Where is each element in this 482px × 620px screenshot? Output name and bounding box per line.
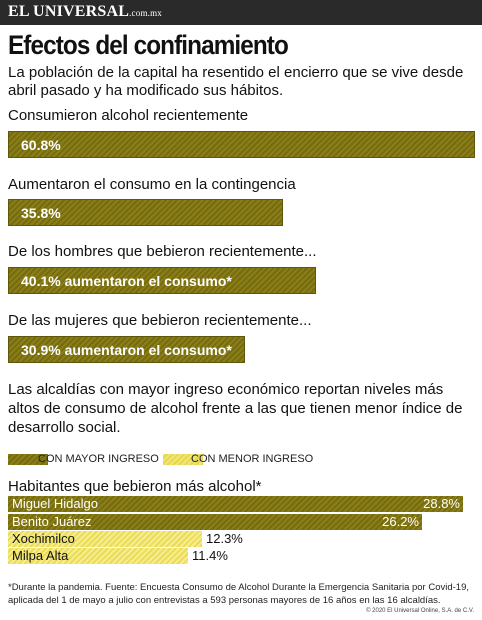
question-bar-2: 35.8%	[8, 199, 283, 226]
alcaldia-bar-xochimilco: Xochimilco 12.3%	[8, 531, 243, 547]
alcaldia-name: Benito Juárez	[12, 514, 92, 529]
alcaldia-value: 12.3%	[206, 531, 243, 546]
legend-label-high: CON MAYOR INGRESO	[38, 453, 159, 465]
page-subtitle: La población de la capital ha resentido …	[8, 64, 464, 99]
header-bar: EL UNIVERSAL.com.mx	[0, 0, 482, 25]
alcaldia-value: 11.4%	[192, 548, 228, 563]
brand-domain: .com.mx	[129, 8, 163, 18]
question-label-4: De las mujeres que bebieron recientement…	[8, 312, 312, 329]
alcaldia-name: Miguel Hidalgo	[12, 496, 98, 511]
alcaldia-bar-benito-juarez: Benito Juárez 26.2%	[8, 514, 422, 530]
alcaldia-name: Xochimilco	[12, 531, 75, 546]
question-bar-1: 60.8%	[8, 131, 475, 158]
copyright: © 2020 El Universal Online, S.A. de C.V.	[366, 608, 474, 614]
question-label-1: Consumieron alcohol recientemente	[8, 107, 249, 124]
alcaldia-bar-milpa-alta: Milpa Alta 11.4%	[8, 548, 228, 564]
legend-swatch-low	[163, 454, 203, 465]
question-bar-label-1: 60.8%	[21, 137, 61, 153]
legend-swatch-high	[8, 454, 48, 465]
legend-label-low: CON MENOR INGRESO	[191, 453, 314, 465]
source-footnote: *Durante la pandemia. Fuente: Encuesta C…	[8, 582, 470, 606]
brand-logo: EL UNIVERSAL.com.mx	[8, 3, 162, 21]
question-label-3: De los hombres que bebieron recientement…	[8, 243, 317, 260]
page-title: Efectos del confinamiento	[8, 30, 289, 60]
question-bar-label-3: 40.1% aumentaron el consumo*	[21, 273, 232, 289]
alcaldia-value: 28.8%	[423, 496, 460, 511]
alcaldias-paragraph: Las alcaldías con mayor ingreso económic…	[8, 381, 463, 436]
question-label-2: Aumentaron el consumo en la contingencia	[8, 176, 296, 193]
question-bar-label-2: 35.8%	[21, 205, 61, 221]
question-bar-3: 40.1% aumentaron el consumo*	[8, 267, 316, 294]
question-bar-label-4: 30.9% aumentaron el consumo*	[21, 342, 232, 358]
alcaldia-name: Milpa Alta	[12, 548, 69, 563]
alcaldias-chart-title: Habitantes que bebieron más alcohol*	[8, 478, 262, 495]
brand-name: EL UNIVERSAL	[8, 3, 130, 20]
alcaldia-value: 26.2%	[382, 514, 419, 529]
question-bar-4: 30.9% aumentaron el consumo*	[8, 336, 245, 363]
alcaldia-bar-miguel-hidalgo: Miguel Hidalgo 28.8%	[8, 496, 463, 512]
